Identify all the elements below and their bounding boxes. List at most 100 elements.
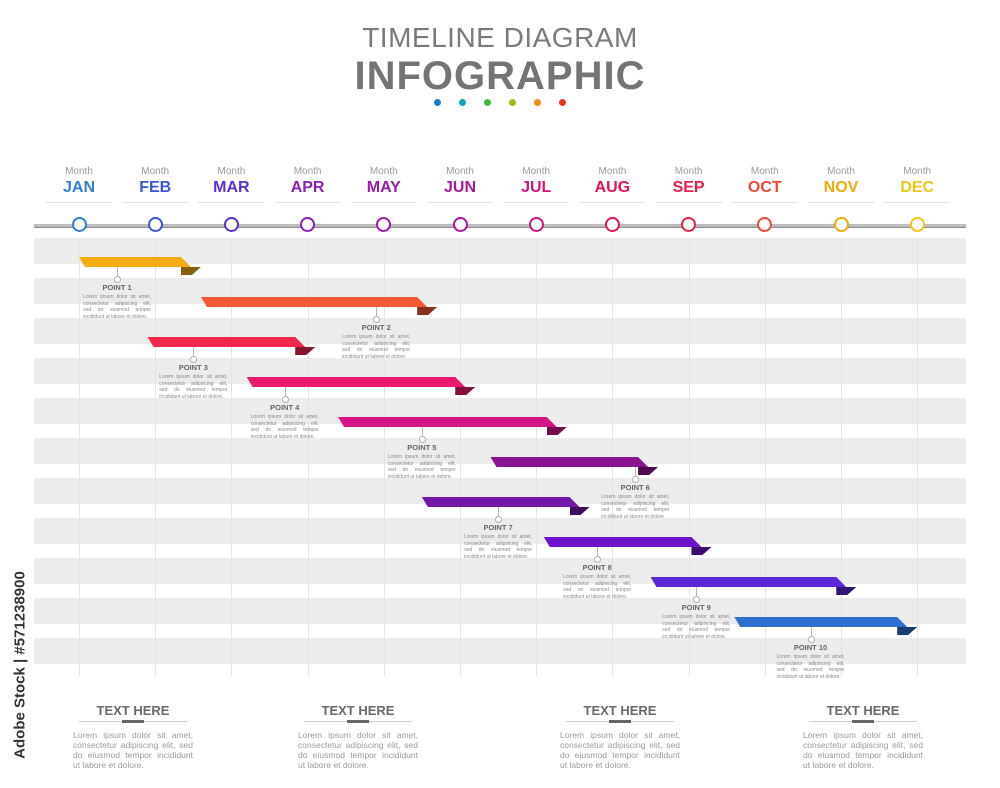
- color-dot: [559, 99, 566, 106]
- month-underline: [46, 202, 112, 203]
- point-title: POINT 1: [102, 283, 132, 292]
- month-jun: Month JUN: [423, 165, 497, 203]
- row-stripe: [34, 238, 966, 264]
- color-dot: [459, 99, 466, 106]
- color-dots: [0, 99, 1000, 106]
- month-underline: [655, 202, 722, 203]
- point-title: POINT 2: [361, 323, 391, 332]
- month-underline: [579, 202, 646, 203]
- month-marker: [300, 217, 316, 232]
- bar-fold: [417, 307, 438, 315]
- bar-fold: [897, 627, 918, 635]
- connector-pin: [418, 436, 426, 443]
- point-title: POINT 7: [483, 523, 513, 532]
- bar-face: [148, 337, 306, 347]
- gantt-bar: [734, 617, 918, 635]
- month-label: Month: [903, 166, 932, 177]
- point-description: Lorem ipsum dolor sit amet, consectetur …: [662, 614, 731, 640]
- point-description: Lorem ipsum dolor sit amet, consectetur …: [464, 534, 533, 560]
- footer-description: Lorem ipsum dolor sit amet, consectetur …: [73, 730, 193, 770]
- month-marker: [833, 217, 849, 232]
- month-name: JUL: [521, 179, 552, 196]
- point-description: Lorem ipsum dolor sit amet, consectetur …: [159, 374, 228, 400]
- month-label: Month: [750, 166, 779, 177]
- footer-underline: [79, 720, 187, 723]
- month-jan: Month JAN: [42, 165, 116, 203]
- bar-face: [734, 617, 907, 627]
- month-nov: Month NOV: [804, 165, 878, 203]
- grid-line: [841, 238, 842, 676]
- gantt-bar: [201, 297, 438, 315]
- point-label: POINT 8 Lorem ipsum dolor sit amet, conse…: [563, 563, 631, 600]
- point-description: Lorem ipsum dolor sit amet, consectetur …: [601, 494, 670, 520]
- watermark: Adobe Stock | #571238900: [11, 570, 29, 759]
- month-underline: [731, 202, 798, 203]
- bar-face: [201, 297, 427, 307]
- month-underline: [274, 202, 341, 203]
- footer-section: TEXT HERE Lorem ipsum dolor sit amet, con…: [803, 703, 923, 770]
- grid-line: [231, 238, 232, 676]
- point-description: Lorem ipsum dolor sit amet, consectetur …: [387, 454, 456, 480]
- connector-line: [193, 347, 195, 357]
- point-description: Lorem ipsum dolor sit amet, consectetur …: [776, 654, 845, 680]
- month-label: Month: [141, 166, 170, 177]
- connector-pin: [632, 476, 640, 483]
- connector-line: [421, 427, 423, 437]
- gantt-bar: [422, 497, 590, 515]
- point-title: POINT 9: [681, 603, 711, 612]
- footer-title: TEXT HERE: [826, 703, 900, 718]
- month-marker: [604, 217, 620, 232]
- month-label: Month: [674, 166, 703, 177]
- connector-line: [284, 387, 286, 397]
- bar-fold: [638, 467, 659, 475]
- month-name: APR: [290, 179, 325, 196]
- month-marker: [223, 217, 239, 232]
- month-name: MAY: [366, 179, 401, 196]
- gantt-bar: [148, 337, 316, 355]
- connector-pin: [495, 516, 503, 523]
- bar-fold: [455, 387, 476, 395]
- point-label: POINT 3 Lorem ipsum dolor sit amet, conse…: [159, 363, 227, 400]
- footer-underline: [809, 720, 917, 723]
- month-label: Month: [522, 166, 551, 177]
- connector-pin: [373, 316, 381, 323]
- connector-pin: [693, 596, 701, 603]
- month-underline: [884, 202, 951, 203]
- month-underline: [198, 202, 265, 203]
- gantt-bar: [247, 377, 476, 395]
- point-title: POINT 10: [793, 643, 828, 652]
- connector-pin: [594, 556, 602, 563]
- grid-line: [384, 238, 385, 676]
- footer-title: TEXT HERE: [321, 703, 395, 718]
- connector-pin: [190, 356, 198, 363]
- point-description: Lorem ipsum dolor sit amet, consectetur …: [83, 294, 152, 320]
- bar-face: [422, 497, 580, 507]
- month-feb: Month FEB: [118, 165, 192, 203]
- bar-fold: [180, 267, 201, 275]
- point-label: POINT 10 Lorem ipsum dolor sit amet, cons…: [777, 643, 845, 680]
- row-stripe: [34, 358, 966, 384]
- bar-face: [338, 417, 557, 427]
- gantt-bar: [490, 457, 659, 475]
- grid-line: [689, 238, 690, 676]
- month-underline: [122, 202, 189, 203]
- month-apr: Month APR: [271, 165, 345, 203]
- point-label: POINT 4 Lorem ipsum dolor sit amet, conse…: [251, 403, 319, 440]
- bar-face: [544, 537, 702, 547]
- grid-line: [79, 238, 80, 676]
- month-underline: [350, 202, 417, 203]
- row-stripe: [34, 278, 966, 304]
- connector-pin: [281, 396, 289, 403]
- footer-description: Lorem ipsum dolor sit amet, consectetur …: [803, 730, 923, 770]
- point-description: Lorem ipsum dolor sit amet, consectetur …: [250, 414, 319, 440]
- month-marker: [147, 217, 163, 232]
- footer-title: TEXT HERE: [583, 703, 657, 718]
- gantt-bar: [79, 257, 201, 275]
- month-may: Month MAY: [347, 165, 421, 203]
- color-dot: [484, 99, 491, 106]
- grid-line: [765, 238, 766, 676]
- point-title: POINT 5: [407, 443, 437, 452]
- point-label: POINT 1 Lorem ipsum dolor sit amet, conse…: [83, 283, 151, 320]
- grid-line: [460, 238, 461, 676]
- point-label: POINT 6 Lorem ipsum dolor sit amet, conse…: [601, 483, 669, 520]
